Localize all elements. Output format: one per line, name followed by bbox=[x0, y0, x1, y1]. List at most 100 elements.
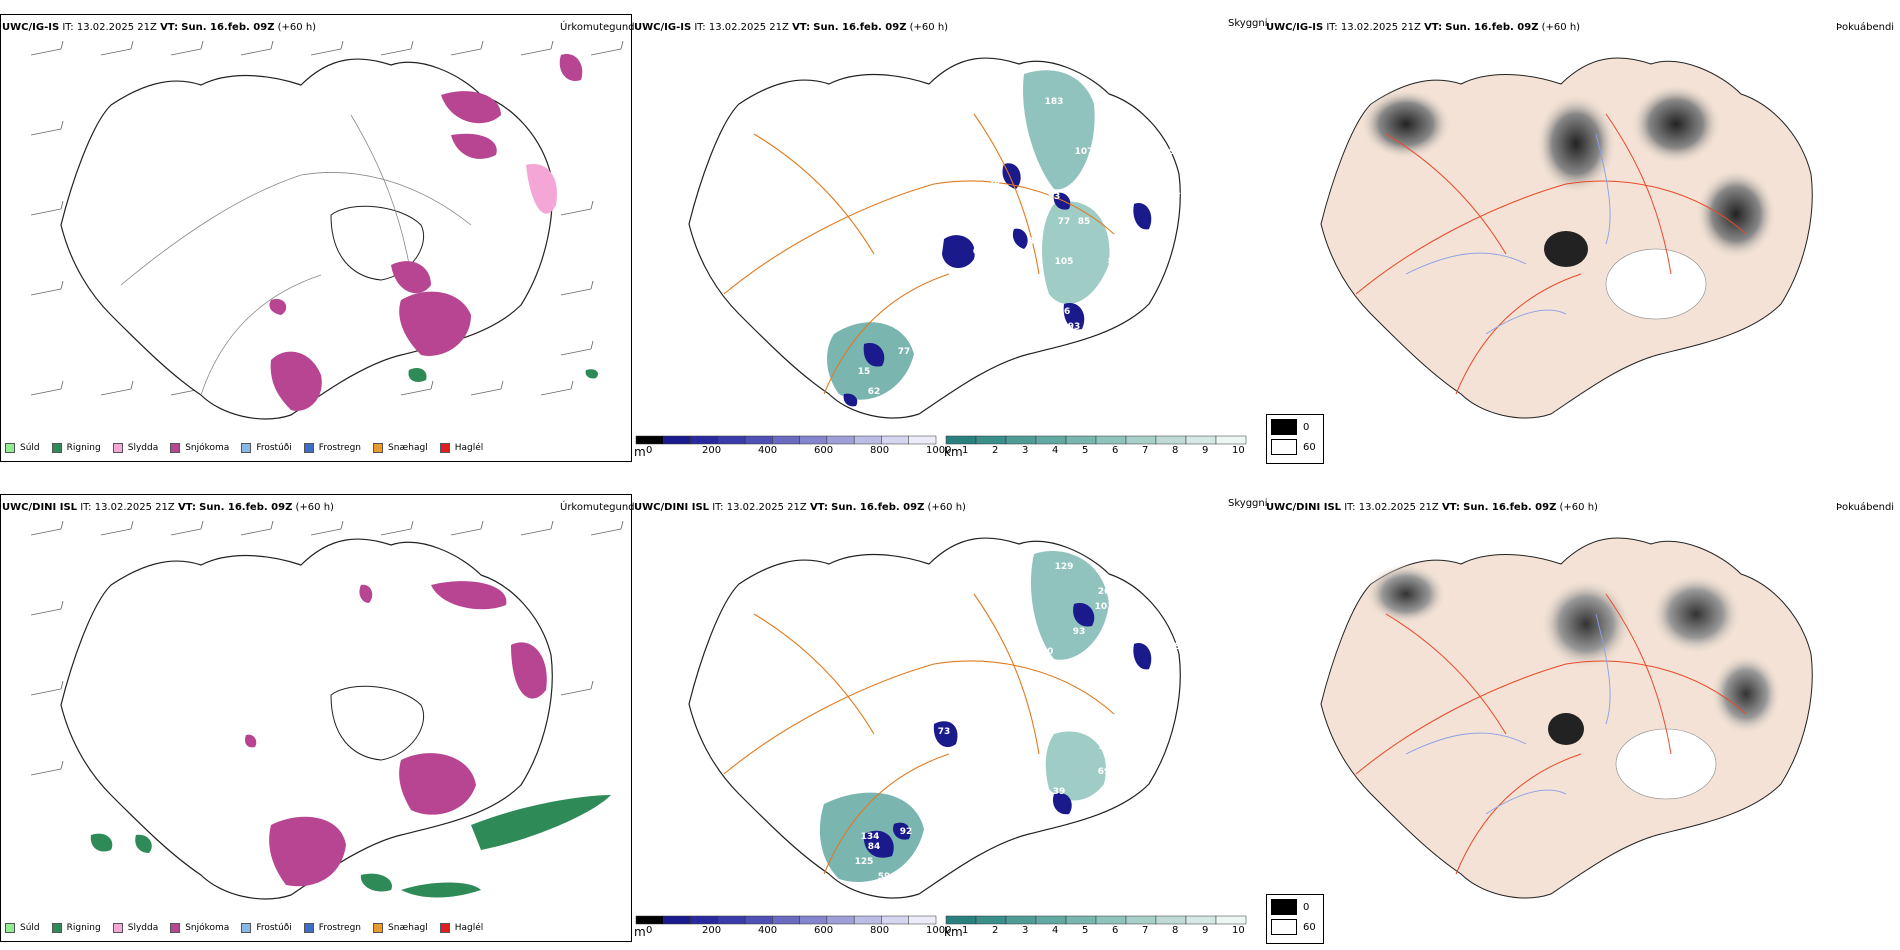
colorbar-cell bbox=[690, 915, 719, 925]
vt-label: VT: bbox=[160, 22, 179, 33]
cloudbase-label: 125 bbox=[855, 857, 874, 867]
colorbar-cell bbox=[908, 915, 937, 925]
colorbar-tick: 9 bbox=[1202, 925, 1209, 936]
colorbar-cell bbox=[690, 435, 719, 445]
cloudbase-label: 77 bbox=[898, 347, 911, 357]
colorbar-tick: 7 bbox=[1142, 445, 1149, 456]
fog-legend-item: 60 bbox=[1271, 919, 1319, 935]
cloudbase-label: 129 bbox=[1055, 562, 1074, 572]
roads bbox=[723, 593, 1115, 875]
colorbar-cell bbox=[1065, 435, 1097, 445]
vt-label: VT: bbox=[1441, 502, 1460, 513]
cloudbase-label: 139 bbox=[1095, 197, 1114, 207]
colorbar-tick: 3 bbox=[1022, 925, 1029, 936]
cloudbase-label: 93 bbox=[1073, 627, 1086, 637]
colorbar-tick: 5 bbox=[1082, 925, 1089, 936]
visibility-colorbar bbox=[945, 435, 1247, 445]
legend-item: Rigning bbox=[51, 923, 101, 933]
legend-swatch bbox=[112, 923, 123, 933]
legend-item: Haglél bbox=[439, 443, 483, 453]
cloudbase-label: 86 bbox=[1058, 307, 1071, 317]
it-label: IT: bbox=[62, 22, 74, 33]
cloudbase-label: 147 bbox=[1115, 182, 1134, 192]
precip-type-panel-top: Súld Rigning Slydda Snjókoma Frostúði Frostre… bbox=[0, 14, 632, 462]
fog-legend: 0 60 bbox=[1266, 414, 1324, 464]
lead-time: (+60 h) bbox=[1541, 22, 1581, 33]
it-value: 13.02.2025 21Z bbox=[1358, 502, 1439, 513]
legend-label: Frostúði bbox=[256, 443, 292, 453]
colorbar-cell bbox=[1185, 915, 1217, 925]
colorbar-cell bbox=[799, 435, 828, 445]
colorbar-cell bbox=[772, 915, 800, 925]
wind-barbs bbox=[30, 520, 624, 776]
cloudbase-label: 90 bbox=[1038, 682, 1051, 692]
colorbar-cell bbox=[975, 435, 1007, 445]
precip-type-panel-bottom: Súld Rigning Slydda Snjókoma Frostúði Frostre… bbox=[0, 494, 632, 942]
cloudbase-label: 85 bbox=[1188, 67, 1201, 77]
legend-swatch bbox=[5, 923, 15, 933]
vt-value: Sun. 16.feb. 09Z bbox=[813, 22, 907, 33]
header-fog-bottom: UWC/DINI ISL IT: 13.02.2025 21Z VT: Sun.… bbox=[1266, 502, 1598, 513]
it-value: 13.02.2025 21Z bbox=[76, 22, 157, 33]
colorbar-cell bbox=[772, 435, 800, 445]
colorbar-tick: 800 bbox=[870, 445, 890, 456]
legend-item: Slydda bbox=[112, 923, 158, 933]
cloudbase-label: 100 bbox=[1035, 647, 1054, 657]
rain-areas bbox=[408, 368, 598, 382]
cloudbase-label: 63 bbox=[1143, 677, 1156, 687]
legend-item: Snjókoma bbox=[170, 443, 229, 453]
cloudbase-colorbar bbox=[635, 435, 937, 445]
legend-label: Frostúði bbox=[256, 923, 292, 933]
legend-swatch bbox=[373, 443, 384, 453]
colorbar-cell bbox=[663, 435, 691, 445]
cloudbase-label: 105 bbox=[1055, 257, 1074, 267]
fog-legend-item: 0 bbox=[1271, 899, 1319, 915]
fog-legend-swatch bbox=[1271, 419, 1297, 435]
title-precip-top: Úrkomutegund bbox=[560, 22, 635, 33]
colorbar-cell bbox=[635, 915, 664, 925]
cloudbase-areas bbox=[843, 163, 1152, 407]
precip-map-top bbox=[30, 40, 624, 420]
cloudbase-ticks: 0 200 400 600 800 1000 bbox=[634, 925, 951, 941]
legend-item: Frostregn bbox=[303, 443, 362, 453]
legend-label: Snæhagl bbox=[388, 443, 428, 453]
legend-item: Frostúði bbox=[241, 923, 292, 933]
colorbar-tick: 4 bbox=[1052, 925, 1059, 936]
colorbar-cell bbox=[1095, 435, 1127, 445]
legend-swatch bbox=[241, 443, 252, 453]
cloudbase-unit: m bbox=[634, 925, 646, 939]
model-name: UWC/DINI ISL bbox=[1266, 502, 1342, 513]
colorbar-cell bbox=[1155, 915, 1187, 925]
it-value: 13.02.2025 21Z bbox=[94, 502, 175, 513]
colorbar-tick: 2 bbox=[992, 445, 999, 456]
colorbar-tick: 200 bbox=[702, 925, 722, 936]
legend-label: Slydda bbox=[127, 443, 159, 453]
cloudbase-label: 81 bbox=[1108, 257, 1121, 267]
colorbar-cell bbox=[744, 435, 773, 445]
colorbar-tick: 6 bbox=[1112, 925, 1119, 936]
cloudbase-label: 18 bbox=[866, 882, 879, 892]
colorbar-cell bbox=[945, 435, 977, 445]
colorbar-tick: 600 bbox=[814, 925, 834, 936]
colorbar-cell bbox=[1185, 435, 1217, 445]
legend-label: Snæhagl bbox=[388, 923, 428, 933]
legend-item: Frostúði bbox=[241, 443, 292, 453]
colorbar-cell bbox=[908, 435, 937, 445]
title-fog-bottom: Þokuábendi bbox=[1836, 502, 1895, 513]
colorbar-cell bbox=[1095, 915, 1127, 925]
cloudbase-label: 69 bbox=[1163, 147, 1176, 157]
cloudbase-areas bbox=[863, 603, 1152, 858]
legend-swatch bbox=[5, 443, 15, 453]
cloud-panel-bottom: 129 101 93 61 68 100 163 137 90 73 73 202 74 69 39 92 70… bbox=[634, 494, 1264, 942]
cloudbase-label: 93 bbox=[1068, 322, 1081, 332]
legend-label: Frostregn bbox=[318, 443, 362, 453]
cloudbase-label: 26 bbox=[1098, 587, 1111, 597]
legend-item: Rigning bbox=[51, 443, 101, 453]
title-precip-bottom: Úrkomutegund bbox=[560, 502, 635, 513]
colorbar-tick: 4 bbox=[1052, 445, 1059, 456]
legend-swatch bbox=[439, 923, 450, 933]
cloudbase-label: 61 bbox=[1138, 617, 1151, 627]
vt-value: Sun. 16.feb. 09Z bbox=[1445, 22, 1539, 33]
colorbar-cell bbox=[853, 435, 882, 445]
colorbar-cell bbox=[881, 435, 909, 445]
